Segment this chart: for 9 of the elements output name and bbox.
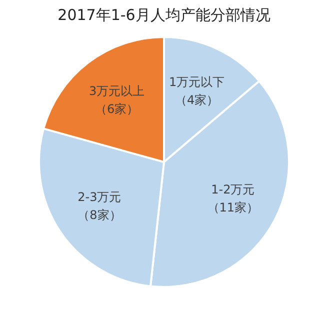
data-label: （11家）	[207, 200, 259, 215]
data-label: （8家）	[78, 208, 122, 222]
data-label: （4家）	[174, 93, 219, 108]
slice-label: 1-2万元	[211, 182, 255, 197]
data-label: （6家）	[94, 102, 139, 116]
slice-label: 3万元以上	[88, 84, 145, 98]
chart-title: 2017年1-6月人均产能分部情况	[58, 6, 270, 24]
slice-label: 2-3万元	[78, 190, 122, 204]
slice-label: 1万元以下	[168, 75, 225, 90]
